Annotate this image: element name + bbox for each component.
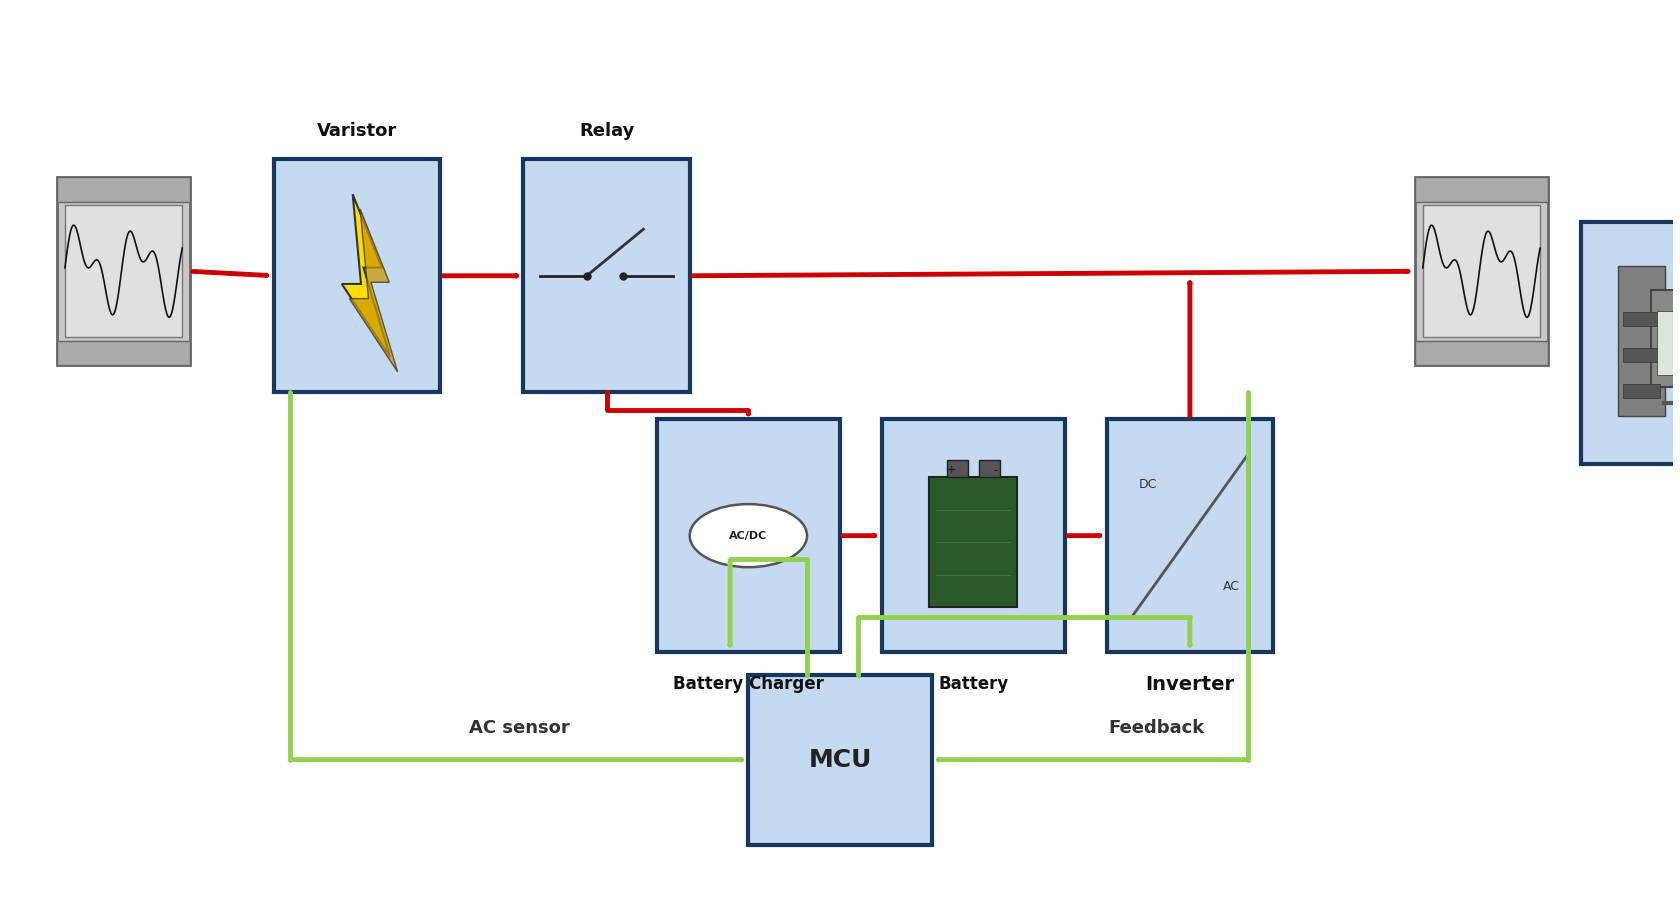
- Text: Relay: Relay: [580, 122, 635, 139]
- Text: +: +: [946, 465, 956, 475]
- FancyBboxPatch shape: [1581, 222, 1680, 464]
- Text: DC: DC: [1139, 478, 1158, 490]
- FancyBboxPatch shape: [1651, 289, 1680, 387]
- FancyBboxPatch shape: [1107, 420, 1273, 652]
- FancyBboxPatch shape: [57, 177, 190, 202]
- FancyBboxPatch shape: [1623, 312, 1660, 326]
- FancyBboxPatch shape: [882, 420, 1065, 652]
- Text: MCU: MCU: [808, 748, 872, 772]
- FancyBboxPatch shape: [1415, 177, 1547, 366]
- FancyBboxPatch shape: [657, 420, 840, 652]
- Text: AC/DC: AC/DC: [729, 531, 768, 541]
- FancyBboxPatch shape: [274, 159, 440, 392]
- FancyBboxPatch shape: [1415, 177, 1547, 202]
- Text: Battery: Battery: [937, 674, 1008, 693]
- FancyBboxPatch shape: [57, 341, 190, 366]
- FancyBboxPatch shape: [748, 674, 932, 844]
- FancyBboxPatch shape: [1623, 348, 1660, 361]
- Text: Inverter: Inverter: [1146, 674, 1235, 693]
- FancyBboxPatch shape: [1415, 341, 1547, 366]
- FancyBboxPatch shape: [57, 177, 190, 366]
- FancyBboxPatch shape: [1618, 266, 1665, 416]
- FancyBboxPatch shape: [948, 460, 968, 477]
- FancyBboxPatch shape: [66, 206, 181, 338]
- Text: AC: AC: [1223, 581, 1240, 593]
- Text: Varistor: Varistor: [318, 122, 396, 139]
- Text: AC sensor: AC sensor: [469, 719, 570, 737]
- FancyBboxPatch shape: [929, 477, 1018, 607]
- Circle shape: [690, 504, 806, 567]
- FancyBboxPatch shape: [1423, 206, 1541, 338]
- FancyBboxPatch shape: [524, 159, 690, 392]
- Text: -: -: [993, 464, 998, 477]
- Polygon shape: [349, 209, 398, 372]
- Text: Feedback: Feedback: [1109, 719, 1205, 737]
- Text: Battery Charger: Battery Charger: [674, 674, 823, 693]
- FancyBboxPatch shape: [1623, 384, 1660, 398]
- FancyBboxPatch shape: [979, 460, 1000, 477]
- FancyBboxPatch shape: [1656, 311, 1680, 375]
- Polygon shape: [341, 194, 390, 358]
